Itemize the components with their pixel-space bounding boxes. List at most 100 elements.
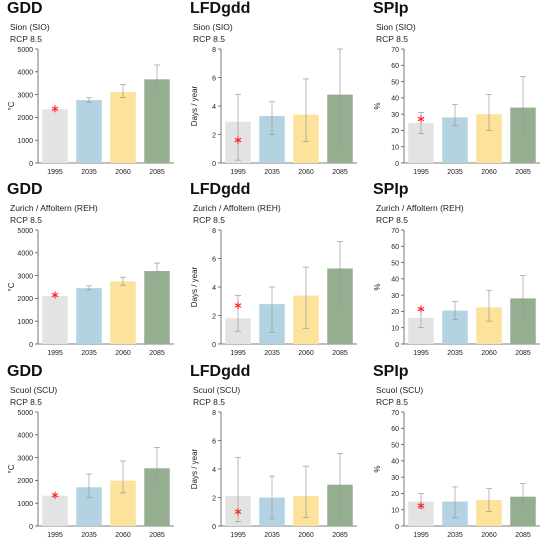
chart-subtitle-station: Zurich / Affoltern (REH) — [376, 203, 464, 213]
y-tick-label: 20 — [391, 128, 399, 135]
y-axis-label: °C — [7, 101, 16, 110]
y-tick-label: 8 — [212, 228, 216, 235]
y-tick-label: 60 — [391, 426, 399, 433]
y-tick-label: 2 — [212, 495, 216, 502]
y-tick-label: 30 — [391, 112, 399, 119]
chart-panel: SPIp Sion (SIO) RCP 8.5 0 10 20 30 40 50 60 70% 199… — [366, 0, 549, 181]
x-tick-label: 2035 — [264, 350, 280, 357]
chart-title: GDD — [7, 181, 43, 198]
y-tick-label: 2 — [212, 132, 216, 139]
x-tick-label: 1995 — [47, 532, 63, 539]
observed-star-marker — [51, 491, 59, 499]
chart-subtitle-station: Scuol (SCU) — [10, 385, 58, 395]
x-tick-label: 2085 — [149, 350, 165, 357]
y-tick-label: 3000 — [17, 273, 33, 280]
y-tick-label: 5000 — [17, 410, 33, 417]
y-tick-label: 0 — [212, 161, 216, 168]
x-tick-label: 1995 — [230, 350, 246, 357]
y-tick-label: 6 — [212, 256, 216, 263]
chart-subtitle-station: Sion (SIO) — [193, 22, 233, 32]
y-tick-label: 1000 — [17, 319, 33, 326]
x-tick-label: 2085 — [515, 532, 531, 539]
y-tick-label: 0 — [395, 524, 399, 531]
y-tick-label: 4 — [212, 285, 216, 292]
observed-star-marker — [234, 136, 242, 144]
y-tick-label: 3000 — [17, 92, 33, 99]
chart-panel: GDD Zurich / Affoltern (REH) RCP 8.5 0 1000 2… — [0, 181, 183, 362]
chart-panel: LFDgdd Zurich / Affoltern (REH) RCP 8.5 0 2 4… — [183, 181, 366, 362]
x-tick-label: 2035 — [447, 350, 463, 357]
y-tick-label: 60 — [391, 63, 399, 70]
chart-subtitle-scenario: RCP 8.5 — [376, 34, 408, 44]
chart-subtitle-station: Zurich / Affoltern (REH) — [10, 203, 98, 213]
chart-title: SPIp — [373, 181, 409, 198]
chart-title: SPIp — [373, 363, 409, 380]
y-tick-label: 50 — [391, 260, 399, 267]
observed-star-marker — [234, 301, 242, 310]
y-tick-label: 4000 — [17, 433, 33, 440]
y-tick-label: 40 — [391, 459, 399, 466]
chart-subtitle-station: Sion (SIO) — [376, 22, 416, 32]
y-tick-label: 3000 — [17, 455, 33, 462]
y-tick-label: 5000 — [17, 228, 33, 235]
y-tick-label: 60 — [391, 244, 399, 251]
bar-2085 — [144, 79, 170, 163]
x-tick-label: 2035 — [81, 350, 97, 357]
chart-title: SPIp — [373, 0, 409, 17]
observed-star-marker — [234, 508, 242, 516]
x-tick-label: 2060 — [298, 169, 314, 176]
y-tick-label: 8 — [212, 410, 216, 417]
y-tick-label: 40 — [391, 277, 399, 284]
x-tick-label: 2085 — [515, 169, 531, 176]
bar-1995 — [42, 495, 68, 526]
x-tick-label: 2085 — [149, 169, 165, 176]
x-tick-label: 2060 — [481, 532, 497, 539]
x-tick-label: 1995 — [413, 532, 429, 539]
chart-subtitle-station: Zurich / Affoltern (REH) — [193, 203, 281, 213]
x-tick-label: 2035 — [81, 169, 97, 176]
x-tick-label: 2085 — [149, 532, 165, 539]
y-tick-label: 30 — [391, 475, 399, 482]
x-tick-label: 2060 — [115, 169, 131, 176]
y-tick-label: 70 — [391, 47, 399, 54]
x-tick-label: 1995 — [230, 532, 246, 539]
y-tick-label: 0 — [29, 161, 33, 168]
y-tick-label: 10 — [391, 145, 399, 152]
bar-1995 — [42, 109, 68, 163]
y-axis-label: °C — [7, 282, 16, 291]
y-axis-label: Days / year — [190, 266, 199, 307]
y-axis-label: % — [373, 465, 382, 472]
y-tick-label: 50 — [391, 79, 399, 86]
y-tick-label: 20 — [391, 491, 399, 498]
bar-2060 — [110, 281, 136, 344]
bar-2085 — [144, 271, 170, 344]
observed-star-marker — [51, 291, 59, 299]
x-tick-label: 1995 — [413, 169, 429, 176]
y-tick-label: 2 — [212, 313, 216, 320]
y-axis-label: Days / year — [190, 448, 199, 489]
y-axis-label: % — [373, 283, 382, 290]
x-tick-label: 2035 — [264, 532, 280, 539]
chart-panel: GDD Scuol (SCU) RCP 8.5 0 1000 2000 3000 4000 50… — [0, 363, 183, 544]
y-tick-label: 1000 — [17, 138, 33, 145]
chart-subtitle-scenario: RCP 8.5 — [193, 34, 225, 44]
bar-chart: 0 1000 2000 3000 4000 5000 °C 1995 2035 2060 2085 — [7, 228, 174, 357]
observed-star-marker — [417, 305, 425, 313]
x-tick-label: 1995 — [230, 169, 246, 176]
x-tick-label: 2060 — [115, 350, 131, 357]
x-tick-label: 2060 — [115, 532, 131, 539]
chart-panel: GDD Sion (SIO) RCP 8.5 0 1000 2000 3000 4000 500… — [0, 0, 183, 181]
chart-subtitle-station: Scuol (SCU) — [193, 385, 241, 395]
x-tick-label: 2085 — [515, 350, 531, 357]
y-tick-label: 20 — [391, 309, 399, 316]
chart-subtitle-scenario: RCP 8.5 — [376, 397, 408, 407]
chart-subtitle-scenario: RCP 8.5 — [10, 397, 42, 407]
x-tick-label: 2085 — [332, 350, 348, 357]
observed-star-marker — [51, 105, 59, 113]
x-tick-label: 2060 — [298, 532, 314, 539]
y-tick-label: 6 — [212, 75, 216, 82]
y-tick-label: 4000 — [17, 251, 33, 258]
y-tick-label: 2000 — [17, 115, 33, 122]
y-tick-label: 6 — [212, 438, 216, 445]
observed-star-marker — [417, 115, 425, 123]
